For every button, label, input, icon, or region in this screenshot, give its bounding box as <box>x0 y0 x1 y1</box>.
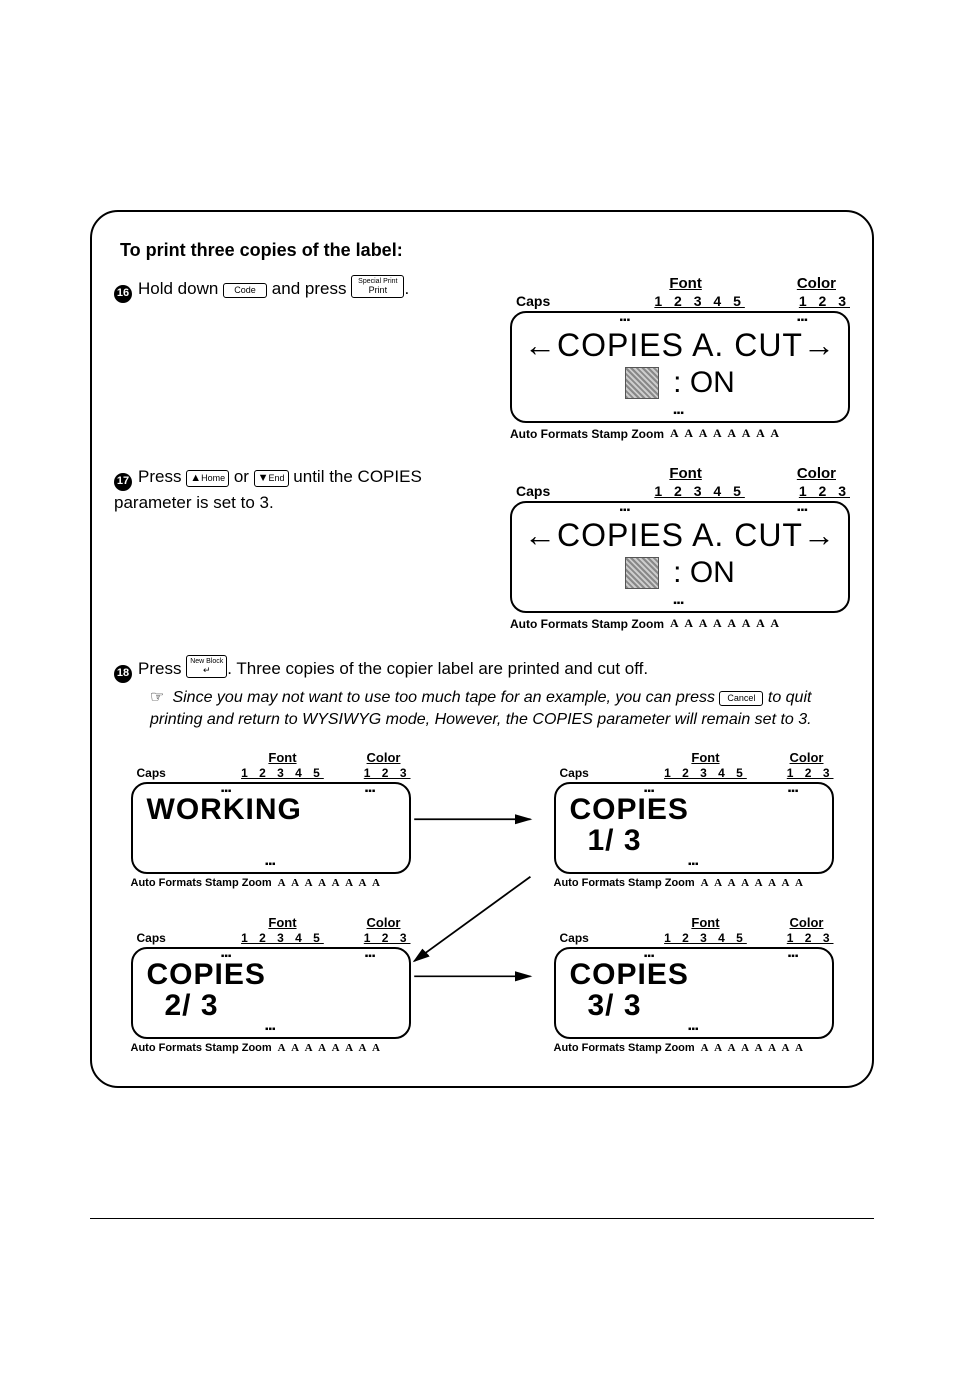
step-16-text: 16Hold down Code and press Special Print… <box>114 275 484 303</box>
lcd-display-1: Font Color Caps 1 2 3 4 5 1 2 3 ▪▪▪ ▪▪▪ … <box>510 275 850 441</box>
note-text: ☞ Since you may not want to use too much… <box>150 687 840 732</box>
sequence-grid: Font Color Caps 1 2 3 4 5 1 2 3 ▪▪▪ ▪▪▪ … <box>114 750 850 1054</box>
step-18-text: 18Press New Block↵. Three copies of the … <box>114 655 850 683</box>
cell-copies-1-3: Font Color Caps 1 2 3 4 5 1 2 3 ▪▪▪ ▪▪▪ … <box>537 750 850 889</box>
lcd-copies-1-3: Font Color Caps 1 2 3 4 5 1 2 3 ▪▪▪ ▪▪▪ … <box>554 750 834 889</box>
style-samples-icon: A A A A A A A A <box>670 426 781 441</box>
cell-working: Font Color Caps 1 2 3 4 5 1 2 3 ▪▪▪ ▪▪▪ … <box>114 750 427 889</box>
caps-label: Caps <box>510 293 550 309</box>
step-16-row: 16Hold down Code and press Special Print… <box>114 275 850 441</box>
enter-key: New Block↵ <box>186 655 227 678</box>
cell-copies-2-3: Font Color Caps 1 2 3 4 5 1 2 3 ▪▪▪ ▪▪▪ … <box>114 915 427 1054</box>
lcd-screen: ▪▪▪ ▪▪▪ ←COPIES A. CUT→ : ON ▪▪▪ <box>510 311 850 423</box>
step-number-17: 17 <box>114 473 132 491</box>
step-17-row: 17Press ▲Home or ▼End until the COPIES p… <box>114 465 850 631</box>
step-17-text: 17Press ▲Home or ▼End until the COPIES p… <box>114 465 484 516</box>
value-box-icon <box>625 367 659 399</box>
lcd-working: Font Color Caps 1 2 3 4 5 1 2 3 ▪▪▪ ▪▪▪ … <box>131 750 411 889</box>
page: To print three copies of the label: 16Ho… <box>0 0 954 1391</box>
color-label: Color <box>797 275 836 292</box>
print-key: Special PrintPrint <box>351 275 404 298</box>
value-box-icon <box>625 557 659 589</box>
lcd-copies-2-3: Font Color Caps 1 2 3 4 5 1 2 3 ▪▪▪ ▪▪▪ … <box>131 915 411 1054</box>
lcd-copies-3-3: Font Color Caps 1 2 3 4 5 1 2 3 ▪▪▪ ▪▪▪ … <box>554 915 834 1054</box>
up-home-key: ▲Home <box>186 470 229 487</box>
cell-copies-3-3: Font Color Caps 1 2 3 4 5 1 2 3 ▪▪▪ ▪▪▪ … <box>537 915 850 1054</box>
instruction-panel: To print three copies of the label: 16Ho… <box>90 210 874 1088</box>
pointer-icon: ☞ <box>150 687 168 709</box>
down-end-key: ▼End <box>254 470 289 487</box>
font-nums: 1 2 3 4 5 <box>654 293 745 309</box>
step-number-16: 16 <box>114 285 132 303</box>
code-key: Code <box>223 283 267 298</box>
cancel-key: Cancel <box>719 691 763 706</box>
step-number-18: 18 <box>114 665 132 683</box>
font-label: Font <box>669 275 701 292</box>
color-nums: 1 2 3 <box>799 293 850 309</box>
footer-rule <box>90 1218 874 1219</box>
lcd-display-2: Font Color Caps 1 2 3 4 5 1 2 3 ▪▪▪ ▪▪▪ … <box>510 465 850 631</box>
lcd-line2: : ON <box>512 366 848 400</box>
section-title: To print three copies of the label: <box>120 240 850 261</box>
bottom-modes: Auto Formats Stamp Zoom <box>510 427 664 441</box>
lcd-line1: ←COPIES A. CUT→ <box>512 327 848 364</box>
